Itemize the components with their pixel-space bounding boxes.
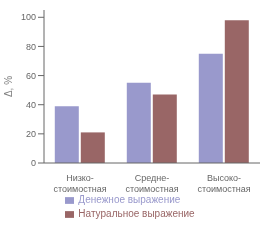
svg-text:Средне-стоимостная: Средне-стоимостная — [125, 173, 178, 194]
svg-text:0: 0 — [31, 158, 36, 168]
svg-text:80: 80 — [26, 42, 36, 52]
svg-text:100: 100 — [21, 12, 36, 22]
svg-text:60: 60 — [26, 71, 36, 81]
svg-text:Δ, %: Δ, % — [8, 76, 14, 97]
html-text:Натуральное выражение: Натуральное выражение — [78, 208, 195, 219]
svg-text:Высоко-стоимостная: Высоко-стоимостная — [197, 173, 250, 194]
html-text:Денежное выражение: Денежное выражение — [78, 194, 181, 205]
svg-text:40: 40 — [26, 100, 36, 110]
svg-text:20: 20 — [26, 129, 36, 139]
svg-text:Низко-стоимостная: Низко-стоимостная — [53, 173, 106, 194]
